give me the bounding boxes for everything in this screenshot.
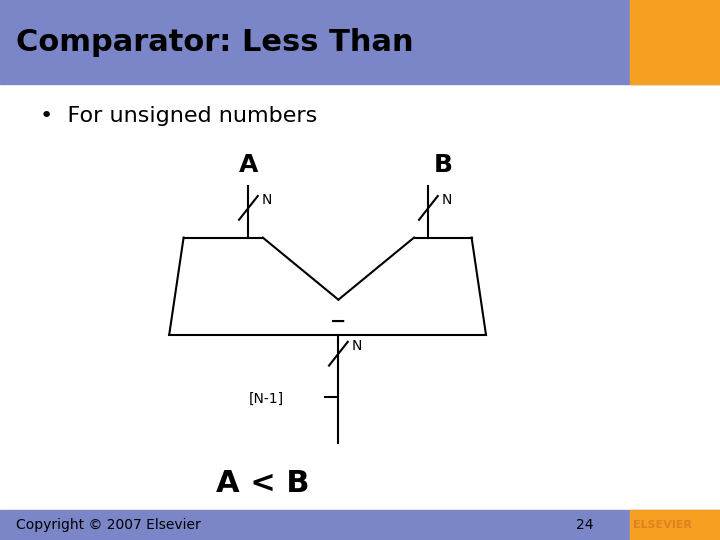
Text: A: A xyxy=(239,153,258,177)
Bar xyxy=(630,0,720,84)
Bar xyxy=(0,0,720,84)
Text: N: N xyxy=(261,193,271,207)
Text: N: N xyxy=(351,339,361,353)
Text: Comparator: Less Than: Comparator: Less Than xyxy=(16,28,413,57)
Text: 24: 24 xyxy=(576,518,593,532)
Bar xyxy=(0,510,720,540)
Text: •  For unsigned numbers: • For unsigned numbers xyxy=(40,106,317,126)
Text: −: − xyxy=(330,312,346,331)
Text: Copyright © 2007 Elsevier: Copyright © 2007 Elsevier xyxy=(16,518,201,532)
Text: N: N xyxy=(441,193,451,207)
Text: ELSEVIER: ELSEVIER xyxy=(633,520,692,530)
Text: [N-1]: [N-1] xyxy=(248,392,284,406)
Text: A < B: A < B xyxy=(216,469,310,498)
Bar xyxy=(630,510,720,540)
Text: B: B xyxy=(433,153,452,177)
